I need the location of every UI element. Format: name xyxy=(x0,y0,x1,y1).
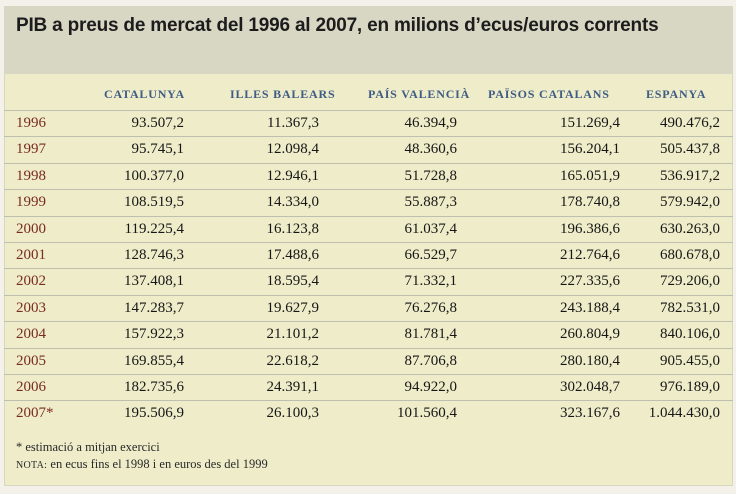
column-header-pais-valencia: PAÍS VALENCIÀ xyxy=(368,87,471,101)
table-row: 2000 119.225,4 16.123,8 61.037,4 196.386,6 63… xyxy=(4,215,733,242)
cell-pais-valencia: 81.781,4 xyxy=(404,326,458,343)
cell-pais-valencia: 46.394,9 xyxy=(404,115,458,131)
cell-paisos-catalans: 302.048,7 xyxy=(560,378,620,395)
row-year: 2000 xyxy=(16,220,46,237)
row-year: 1999 xyxy=(16,194,46,211)
cell-catalunya: 119.225,4 xyxy=(124,220,184,237)
footnote-asterisk: * estimació a mitjan exercici xyxy=(16,440,160,454)
cell-paisos-catalans: 243.188,4 xyxy=(560,299,620,316)
cell-catalunya: 93.507,2 xyxy=(131,115,185,131)
cell-illes-balears: 14.334,0 xyxy=(266,194,320,211)
cell-pais-valencia: 55.887,3 xyxy=(404,194,458,211)
nota-label: NOTA: xyxy=(16,460,48,471)
column-header-espanya: ESPANYA xyxy=(646,87,707,101)
cell-espanya: 1.044.430,0 xyxy=(648,405,720,422)
cell-catalunya: 169.855,4 xyxy=(124,352,184,369)
cell-paisos-catalans: 178.740,8 xyxy=(560,194,620,211)
cell-paisos-catalans: 260.804,9 xyxy=(560,326,620,343)
column-header-row: CATALUNYA ILLES BALEARS PAÍS VALENCIÀ PA… xyxy=(4,78,733,110)
column-header-illes-balears: ILLES BALEARS xyxy=(230,87,336,101)
cell-pais-valencia: 71.332,1 xyxy=(404,273,458,290)
cell-catalunya: 147.283,7 xyxy=(124,299,184,316)
column-header-catalunya: CATALUNYA xyxy=(104,87,185,101)
table-row: 1998 100.377,0 12.946,1 51.728,8 165.051,9 53… xyxy=(4,162,733,189)
table-row: 2004 157.922,3 21.101,2 81.781,4 260.804,9 84… xyxy=(4,321,733,347)
row-year: 2005 xyxy=(16,352,46,369)
cell-illes-balears: 16.123,8 xyxy=(266,220,320,237)
cell-illes-balears: 26.100,3 xyxy=(266,405,320,422)
cell-pais-valencia: 51.728,8 xyxy=(404,167,458,184)
cell-catalunya: 157.922,3 xyxy=(124,326,184,343)
cell-espanya: 905.455,0 xyxy=(660,352,720,369)
table-row: 1997 95.745,1 12.098,4 48.360,6 156.204,1 505… xyxy=(4,136,733,162)
cell-catalunya: 137.408,1 xyxy=(124,273,184,290)
cell-illes-balears: 19.627,9 xyxy=(266,299,320,316)
title-band: PIB a preus de mercat del 1996 al 2007, … xyxy=(4,6,733,74)
row-year: 1997 xyxy=(16,141,46,158)
cell-paisos-catalans: 165.051,9 xyxy=(560,167,620,184)
cell-illes-balears: 22.618,2 xyxy=(266,352,320,369)
table-row: 1996 93.507,2 11.367,3 46.394,9 151.269,4 490… xyxy=(4,110,733,136)
cell-paisos-catalans: 212.764,6 xyxy=(560,246,620,263)
cell-paisos-catalans: 196.386,6 xyxy=(560,220,620,237)
cell-catalunya: 128.746,3 xyxy=(124,246,184,263)
cell-catalunya: 100.377,0 xyxy=(124,167,184,184)
table-row: 2003 147.283,7 19.627,9 76.276,8 243.188,4 78… xyxy=(4,294,733,321)
cell-illes-balears: 18.595,4 xyxy=(266,273,320,290)
nota-text: en ecus fins el 1998 i en euros des del … xyxy=(47,457,268,471)
cell-espanya: 490.476,2 xyxy=(660,115,720,131)
cell-illes-balears: 24.391,1 xyxy=(266,378,320,395)
cell-pais-valencia: 101.560,4 xyxy=(397,405,457,422)
cell-espanya: 976.189,0 xyxy=(660,378,720,395)
cell-espanya: 630.263,0 xyxy=(660,220,720,237)
table-body: 1996 93.507,2 11.367,3 46.394,9 151.269,4 490… xyxy=(4,110,733,427)
table-row: 2002 137.408,1 18.595,4 71.332,1 227.335,6 72… xyxy=(4,268,733,294)
cell-espanya: 840.106,0 xyxy=(660,326,720,343)
row-year: 2003 xyxy=(16,299,46,316)
cell-catalunya: 195.506,9 xyxy=(124,405,184,422)
row-year: 2006 xyxy=(16,378,46,395)
cell-illes-balears: 12.946,1 xyxy=(266,167,320,184)
cell-pais-valencia: 76.276,8 xyxy=(404,299,458,316)
table-row: 2007* 195.506,9 26.100,3 101.560,4 323.167,6… xyxy=(4,400,733,426)
cell-paisos-catalans: 156.204,1 xyxy=(560,141,620,158)
cell-catalunya: 95.745,1 xyxy=(131,141,185,158)
table-row: 2006 182.735,6 24.391,1 94.922,0 302.048,7 97… xyxy=(4,373,733,400)
row-year: 2007* xyxy=(16,405,54,422)
row-year: 2004 xyxy=(16,326,46,343)
cell-espanya: 782.531,0 xyxy=(660,299,720,316)
cell-espanya: 729.206,0 xyxy=(660,273,720,290)
row-year: 2001 xyxy=(16,246,46,263)
cell-pais-valencia: 87.706,8 xyxy=(404,352,458,369)
cell-espanya: 505.437,8 xyxy=(660,141,720,158)
cell-pais-valencia: 66.529,7 xyxy=(404,246,458,263)
cell-illes-balears: 17.488,6 xyxy=(266,246,320,263)
cell-illes-balears: 12.098,4 xyxy=(266,141,320,158)
cell-espanya: 579.942,0 xyxy=(660,194,720,211)
row-year: 1996 xyxy=(16,115,46,131)
cell-illes-balears: 21.101,2 xyxy=(266,326,320,343)
cell-espanya: 680.678,0 xyxy=(660,246,720,263)
cell-espanya: 536.917,2 xyxy=(660,167,720,184)
cell-catalunya: 182.735,6 xyxy=(124,378,184,395)
cell-paisos-catalans: 323.167,6 xyxy=(560,405,620,422)
table-frame: PIB a preus de mercat del 1996 al 2007, … xyxy=(4,6,733,486)
table-row: 2001 128.746,3 17.488,6 66.529,7 212.764,6 68… xyxy=(4,241,733,268)
row-year: 1998 xyxy=(16,167,46,184)
cell-paisos-catalans: 151.269,4 xyxy=(560,115,620,131)
cell-paisos-catalans: 280.180,4 xyxy=(560,352,620,369)
table-row: 2005 169.855,4 22.618,2 87.706,8 280.180,4 90… xyxy=(4,347,733,374)
footnote-nota: NOTA: en ecus fins el 1998 i en euros de… xyxy=(16,457,268,472)
cell-catalunya: 108.519,5 xyxy=(124,194,184,211)
table-row: 1999 108.519,5 14.334,0 55.887,3 178.740,8 57… xyxy=(4,189,733,215)
row-year: 2002 xyxy=(16,273,46,290)
table-title: PIB a preus de mercat del 1996 al 2007, … xyxy=(16,15,659,36)
cell-illes-balears: 11.367,3 xyxy=(267,115,319,131)
cell-pais-valencia: 48.360,6 xyxy=(404,141,458,158)
cell-pais-valencia: 61.037,4 xyxy=(404,220,458,237)
column-header-paisos-catalans: PAÏSOS CATALANS xyxy=(488,87,610,101)
cell-paisos-catalans: 227.335,6 xyxy=(560,273,620,290)
cell-pais-valencia: 94.922,0 xyxy=(404,378,458,395)
